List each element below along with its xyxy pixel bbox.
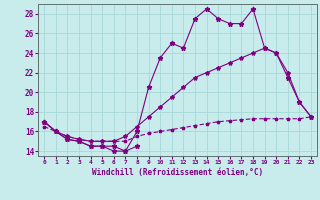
X-axis label: Windchill (Refroidissement éolien,°C): Windchill (Refroidissement éolien,°C) <box>92 168 263 177</box>
